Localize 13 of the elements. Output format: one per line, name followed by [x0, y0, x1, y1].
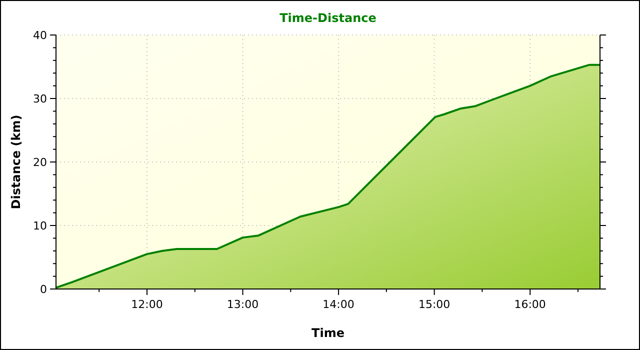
y-tick-label: 0 — [40, 283, 47, 296]
y-tick-label: 30 — [33, 92, 47, 106]
y-tick-label: 20 — [33, 156, 47, 169]
y-tick-label: 10 — [33, 220, 47, 232]
x-tick-label: 14:00 — [322, 298, 354, 311]
y-axis-title: Distance (km) — [9, 114, 23, 210]
chart-title: Time-Distance — [280, 11, 376, 25]
x-axis-title: Time — [312, 326, 344, 340]
x-tick-label: 16:00 — [514, 298, 546, 311]
x-tick-label: 15:00 — [418, 298, 450, 311]
y-tick-label: 40 — [33, 29, 47, 42]
x-tick-label: 12:00 — [131, 298, 163, 311]
x-tick-label: 13:00 — [226, 298, 259, 311]
